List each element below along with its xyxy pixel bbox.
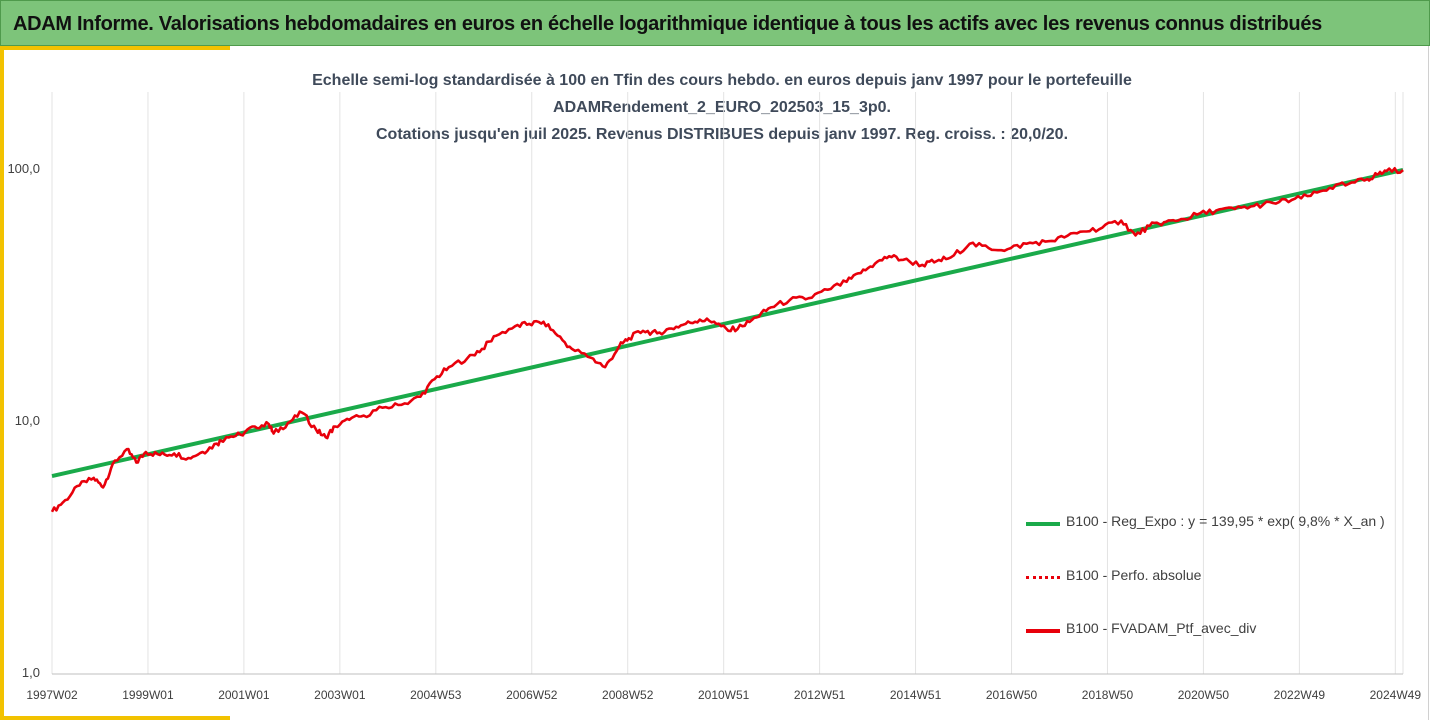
legend-label: B100 - Perfo. absolue	[1066, 567, 1202, 583]
legend-swatch-perfo	[1026, 576, 1060, 579]
y-tick-label: 1,0	[21, 665, 40, 680]
x-tick-label: 2022W49	[1273, 688, 1326, 702]
x-tick-label: 1997W02	[26, 688, 78, 702]
x-tick-label: 2003W01	[314, 688, 366, 702]
chart-subtitle-line-1: Echelle semi-log standardisée à 100 en T…	[312, 72, 1132, 89]
x-tick-label: 2018W50	[1081, 688, 1134, 702]
x-tick-label: 2014W51	[889, 688, 942, 702]
legend-label: B100 - FVADAM_Ptf_avec_div	[1066, 620, 1257, 636]
grid-lines	[51, 92, 1404, 675]
accent-bar-top	[0, 46, 230, 50]
x-tick-label: 2006W52	[506, 688, 558, 702]
legend-swatch-portfolio	[1026, 629, 1060, 633]
x-tick-label: 2024W49	[1369, 688, 1421, 702]
x-tick-label: 2012W51	[793, 688, 846, 702]
portfolio-line	[50, 167, 1404, 513]
regression-line	[51, 168, 1404, 479]
x-tick-label: 2004W53	[410, 688, 462, 702]
x-tick-label: 2001W01	[218, 688, 270, 702]
x-tick-label: 2010W51	[697, 688, 750, 702]
chart-subtitle-line-3: Cotations jusqu'en juil 2025. Revenus DI…	[375, 126, 1069, 143]
legend-swatch-regression	[1026, 522, 1060, 526]
x-tick-label: 2020W50	[1177, 688, 1230, 702]
accent-bar-left	[0, 46, 4, 720]
series-lines	[50, 167, 1404, 513]
report-banner: ADAM Informe. Valorisations hebdomadaire…	[0, 0, 1430, 46]
report-title: ADAM Informe. Valorisations hebdomadaire…	[13, 13, 1322, 35]
y-tick-label: 100,0	[7, 161, 40, 176]
y-tick-label: 10,0	[14, 413, 40, 428]
x-tick-label: 1999W01	[122, 688, 174, 702]
chart-subtitle-line-2: ADAMRendement_2_EURO_202503_15_3p0.	[553, 99, 891, 116]
x-tick-label: 2016W50	[985, 688, 1038, 702]
legend-label: B100 - Reg_Expo : y = 139,95 * exp( 9,8%…	[1066, 513, 1385, 529]
chart-frame-right	[1428, 46, 1429, 720]
x-tick-label: 2008W52	[602, 688, 654, 702]
accent-bar-bottom	[0, 716, 230, 720]
